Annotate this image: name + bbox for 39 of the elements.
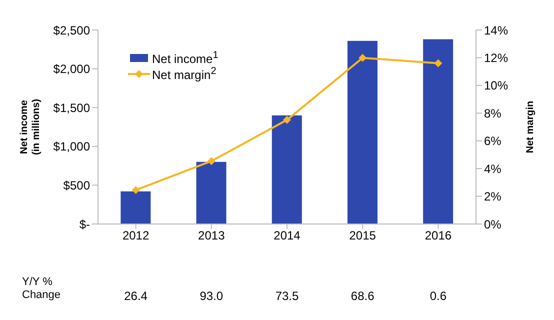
text: 93.0 — [200, 289, 224, 303]
y2-tick-label: 0% — [484, 217, 502, 232]
legend-label: Net income$^{1}$ — [152, 50, 218, 66]
point — [283, 116, 291, 124]
y-tick-label: $1,500 — [53, 100, 90, 115]
y-tick-label: $2,000 — [53, 62, 90, 76]
text: 73.5 — [275, 289, 299, 303]
y-tick-label: $1,000 — [53, 140, 90, 154]
point — [434, 59, 442, 68]
text: Y/Y % Change — [22, 276, 61, 301]
y2-tick-label: 6% — [484, 134, 502, 148]
y-axis-title: Net income (in millions) — [19, 98, 42, 156]
point — [132, 186, 140, 194]
x-tick-label: 2015 — [349, 228, 376, 243]
bar — [196, 162, 226, 224]
point — [358, 54, 367, 62]
y2-axis-title: Net margin — [525, 100, 536, 154]
y2-tick-label: 10% — [484, 78, 508, 93]
x-tick-label: 2012 — [122, 228, 150, 243]
y2-tick-label: 12% — [484, 50, 508, 65]
text: 26.4 — [124, 289, 148, 303]
y-tick-label: $2,500 — [53, 23, 90, 38]
text: 68.6 — [350, 289, 374, 303]
y2-tick-label: 4% — [484, 162, 502, 176]
y2-tick-label: 8% — [484, 106, 502, 120]
text: 0.6 — [430, 289, 447, 303]
bar — [272, 115, 302, 224]
x-tick-label: 2016 — [424, 228, 452, 243]
y-tick-label: $500 — [63, 178, 90, 192]
bar — [120, 191, 151, 224]
x-tick-label: 2014 — [274, 228, 301, 243]
y-tick-label: $- — [79, 217, 90, 232]
y2-tick-label: 14% — [484, 23, 508, 38]
point — [207, 157, 216, 166]
legend-label: Net margin$^{2}$ — [152, 66, 216, 82]
bar — [423, 39, 454, 224]
bar — [347, 40, 378, 224]
y2-tick-label: 2% — [484, 190, 502, 204]
x-tick-label: 2013 — [198, 228, 226, 243]
